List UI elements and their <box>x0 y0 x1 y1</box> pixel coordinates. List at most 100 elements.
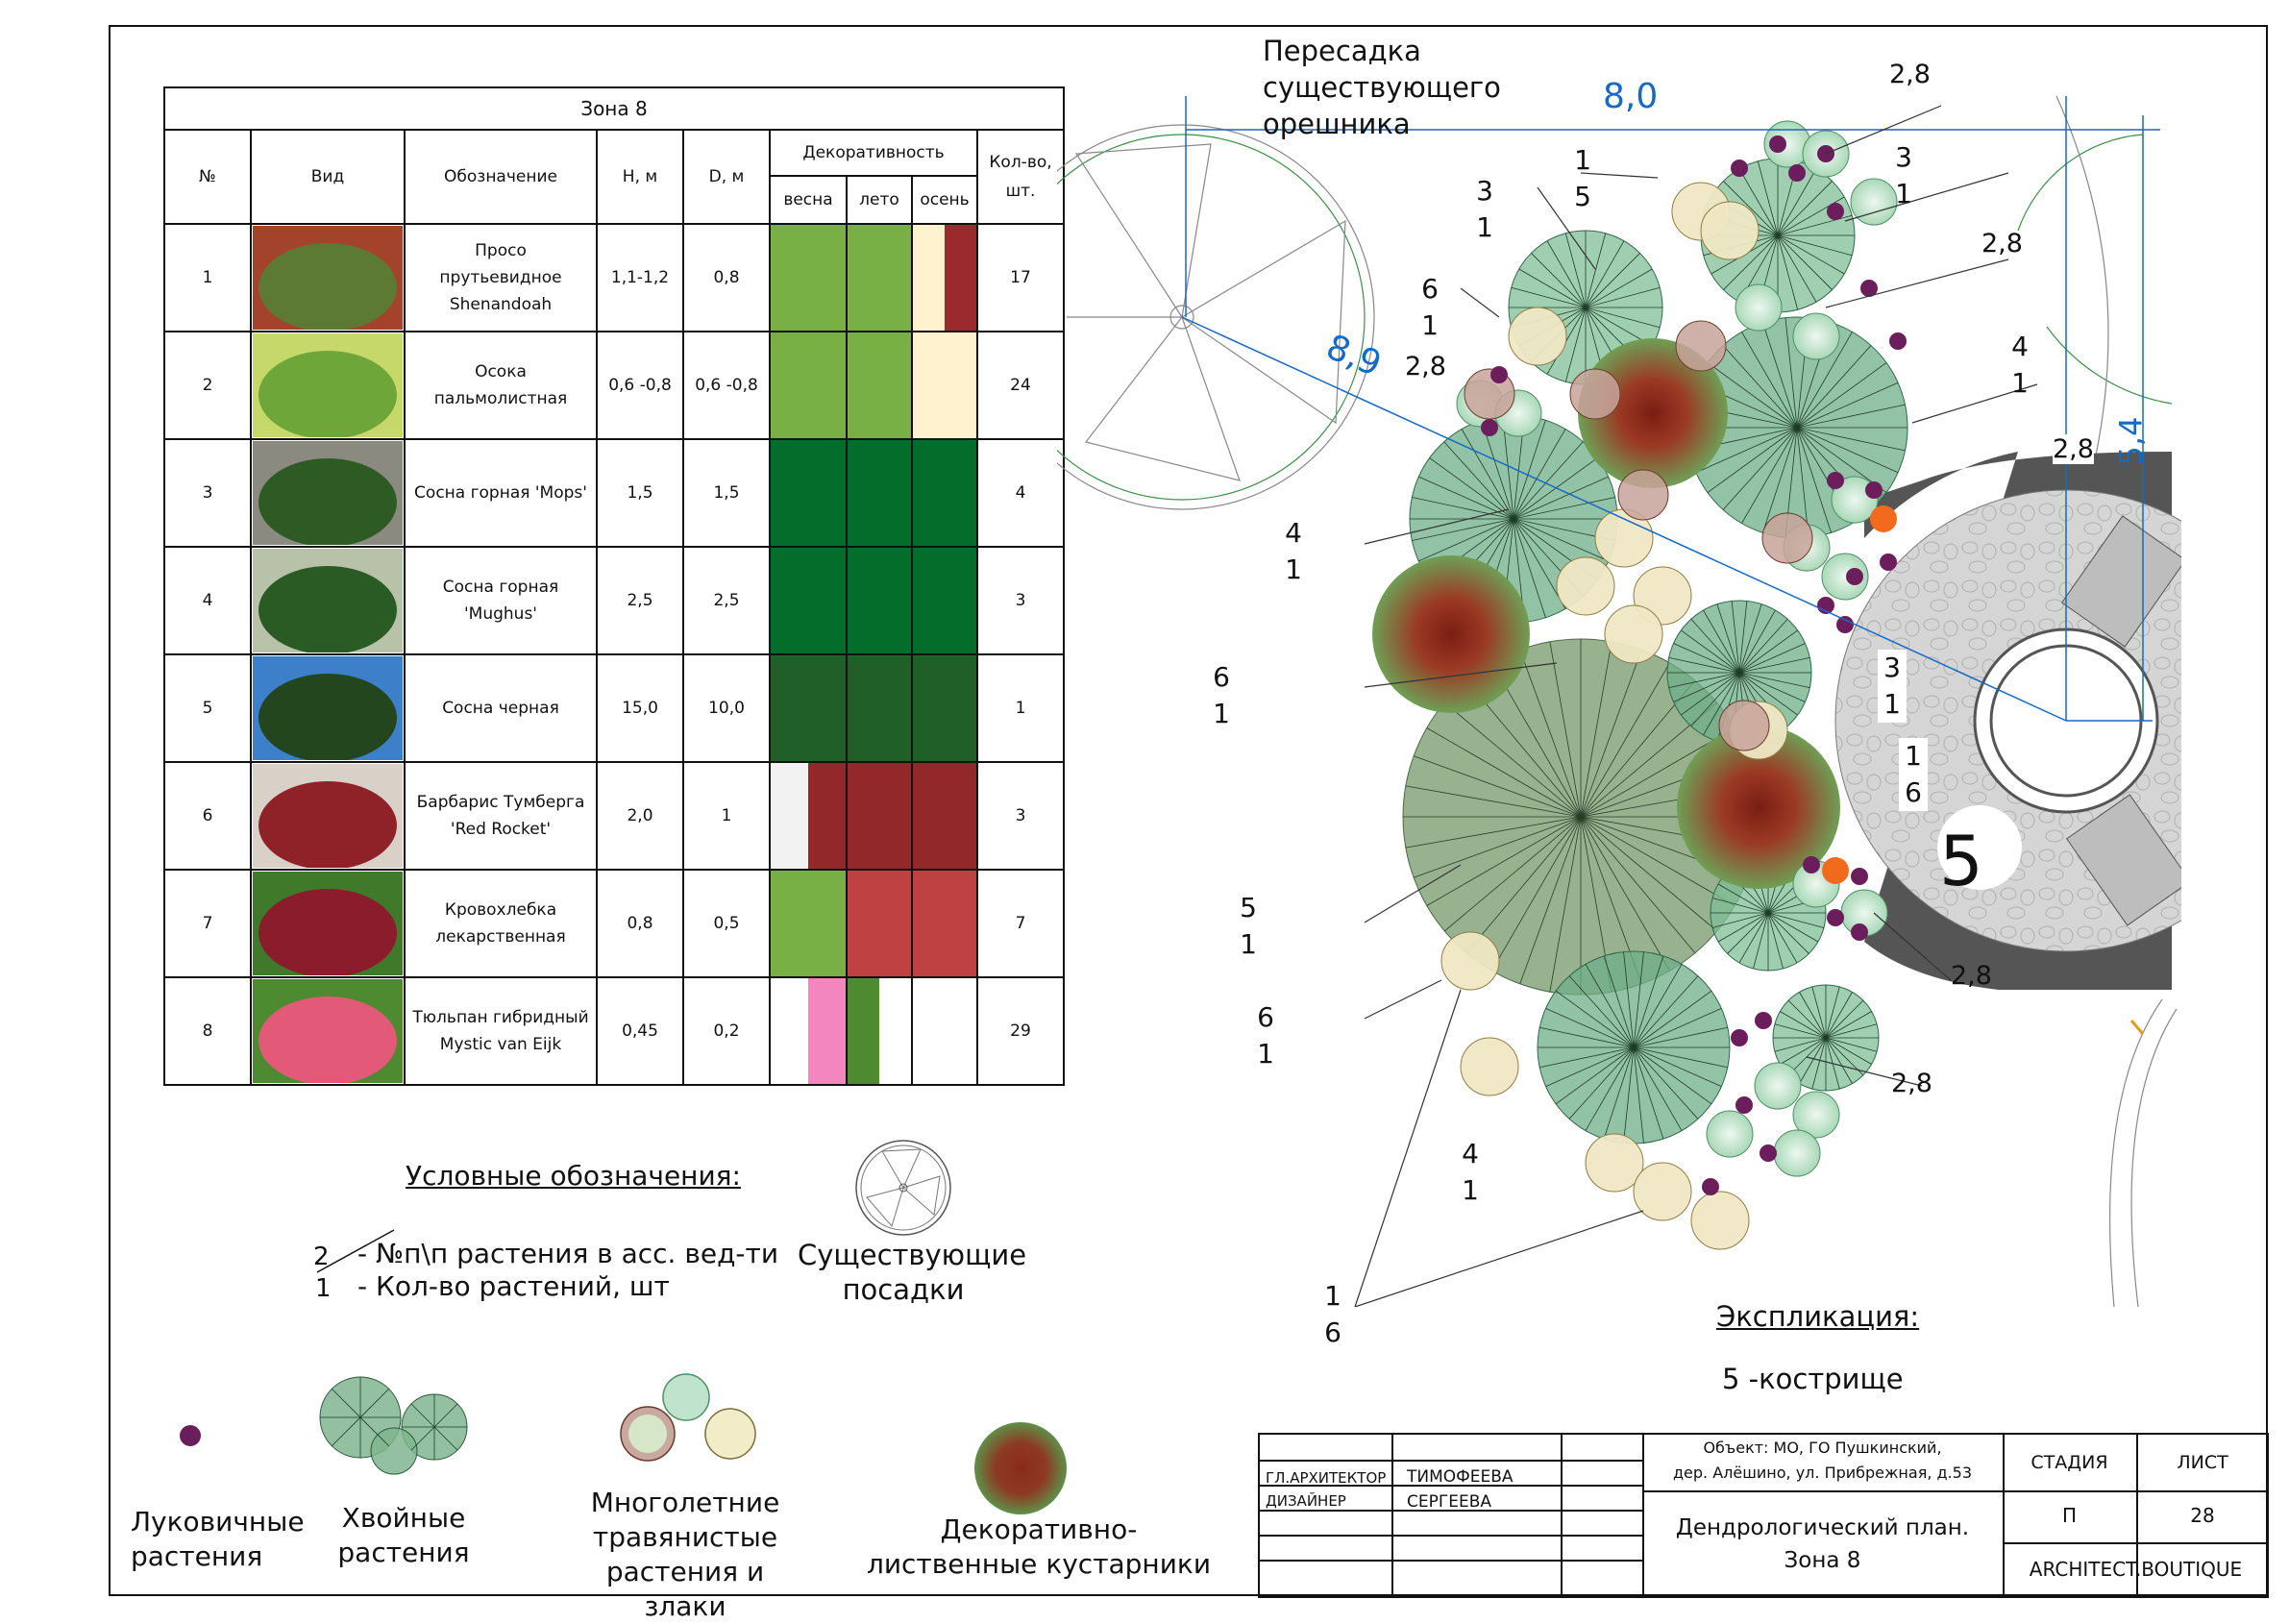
plant-quantity: 4 <box>976 438 1065 548</box>
row-number: 5 <box>163 653 252 763</box>
switchgrass <box>1633 1162 1692 1221</box>
spring-color <box>769 546 848 655</box>
col-summer: лето <box>846 175 913 225</box>
sedge <box>1754 1062 1802 1110</box>
plant-quantity: 17 <box>976 223 1065 332</box>
explication-title: Экспликация: <box>1716 1300 1920 1333</box>
tulip-bulb <box>1731 160 1748 177</box>
spring-color <box>769 438 848 548</box>
plan-note-hazel: Пересадка существующего орешника <box>1263 35 1501 140</box>
table-row: 2 Осока пальмолистная 0,6 -0,8 0,6 -0,8 24 <box>163 331 1065 440</box>
label-2-8: 2,8 <box>1405 352 1446 381</box>
sedge <box>1792 312 1840 360</box>
table-row: 6 Барбарис Тумберга 'Red Rocket' 2,0 1 3 <box>163 761 1065 871</box>
summer-color <box>846 869 913 978</box>
row-number: 2 <box>163 331 252 440</box>
tulip-photo <box>250 976 406 1086</box>
orange-marker-top <box>1870 505 1897 532</box>
burnet <box>1569 368 1621 420</box>
tulip-bulb <box>1760 1144 1777 1162</box>
existing-arc <box>2017 134 2173 405</box>
spring-color <box>769 223 848 332</box>
plant-name: Сосна черная <box>404 653 598 763</box>
legend-title: Условные обозначения: <box>406 1160 741 1192</box>
table-row: 7 Кровохлебка лекарственная 0,8 0,5 7 <box>163 869 1065 978</box>
autumn-color <box>911 546 978 655</box>
tulip-bulb <box>1846 568 1863 585</box>
burnet <box>1617 469 1669 521</box>
switchgrass <box>1700 201 1760 260</box>
table-title: Зона 8 <box>163 86 1065 131</box>
burnet-photo <box>250 869 406 978</box>
dim-8: 8,0 <box>1603 77 1659 116</box>
label-2-8: 2,8 <box>1891 1069 1932 1098</box>
sedge <box>1821 553 1869 601</box>
col-autumn: осень <box>911 175 978 225</box>
tulip-bulb <box>1860 280 1878 297</box>
black-pine-photo <box>250 653 406 763</box>
summer-color <box>846 438 913 548</box>
label-2-8: 2,8 <box>1951 961 1992 991</box>
row-number: 3 <box>163 438 252 548</box>
tb-role-designer: ДИЗАЙНЕР <box>1266 1492 1346 1510</box>
switchgrass <box>1585 1133 1644 1193</box>
summer-color <box>846 223 913 332</box>
planting-group <box>1372 120 1908 1250</box>
summer-color <box>846 546 913 655</box>
explication-text: 5 -кострище <box>1722 1363 1904 1395</box>
plant-table: Зона 8 № Вид Обозначение H, м D, м Декор… <box>163 86 1065 1086</box>
perennial-icon <box>620 1373 756 1462</box>
sedge <box>1735 283 1783 332</box>
tulip-bulb <box>1788 164 1806 182</box>
row-number: 6 <box>163 761 252 871</box>
bulb-icon <box>180 1425 201 1446</box>
label-2-8: 2,8 <box>1981 229 2023 258</box>
tb-object-line1: Объект: МО, ГО Пушкинский, <box>1703 1439 1942 1457</box>
dimension-lines <box>1181 96 2160 722</box>
site-plan <box>1057 95 2181 1307</box>
col-h: H, м <box>596 129 684 225</box>
autumn-color <box>911 869 978 978</box>
mughus-pine-photo <box>250 546 406 655</box>
switchgrass <box>1604 604 1663 664</box>
legend-bulbs-label: Луковичные растения <box>131 1506 305 1572</box>
row-number: 1 <box>163 223 252 332</box>
col-d: D, м <box>682 129 771 225</box>
spring-color <box>769 869 848 978</box>
legend-existing-label: Существующие посадки <box>798 1239 1027 1306</box>
sedge <box>1850 178 1898 226</box>
title-block: ГЛ.АРХИТЕКТОР ТИМОФЕЕВА ДИЗАЙНЕР СЕРГЕЕВ… <box>1258 1433 2269 1598</box>
tb-stage-label: СТАДИЯ <box>2031 1452 2108 1473</box>
tulip-bulb <box>1702 1178 1719 1195</box>
tulip-bulb <box>1769 135 1786 153</box>
tb-sheet-title2: Зона 8 <box>1784 1548 1861 1573</box>
barberry-shrub <box>1578 338 1728 488</box>
drawing-frame <box>109 25 2268 1596</box>
sedge <box>1773 1129 1821 1177</box>
plant-diameter: 0,2 <box>682 976 771 1086</box>
plant-diameter: 1 <box>682 761 771 871</box>
table-row: 4 Сосна горная 'Mughus' 2,5 2,5 3 <box>163 546 1065 655</box>
tb-company: ARCHITECT.BOUTIQUE <box>2029 1558 2243 1581</box>
burnet <box>1718 700 1770 751</box>
tulip-bulb <box>1731 1029 1748 1046</box>
tulip-bulb <box>1481 419 1498 436</box>
sedge-photo <box>250 331 406 440</box>
firepit-number: 5 <box>1939 821 1983 901</box>
plant-quantity: 7 <box>976 869 1065 978</box>
leader-lines <box>1354 105 2038 1307</box>
plant-quantity: 1 <box>976 653 1065 763</box>
plant-height: 15,0 <box>596 653 684 763</box>
tb-object-line2: дер. Алёшино, ул. Прибрежная, д.53 <box>1672 1464 1972 1482</box>
legend-conifers-label: Хвойные растения <box>337 1502 470 1568</box>
existing-planting-icon <box>855 1140 951 1236</box>
row-number: 4 <box>163 546 252 655</box>
switchgrass <box>1556 556 1615 616</box>
table-row: 3 Сосна горная 'Mops' 1,5 1,5 4 <box>163 438 1065 548</box>
autumn-color <box>911 331 978 440</box>
label-2-8: 2,8 <box>1889 60 1931 89</box>
